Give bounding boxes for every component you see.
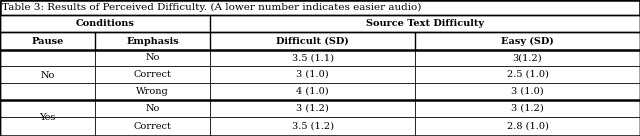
Text: Source Text Difficulty: Source Text Difficulty <box>366 19 484 28</box>
Text: 4 (1.0): 4 (1.0) <box>296 87 329 96</box>
Text: 3 (1.2): 3 (1.2) <box>511 104 544 113</box>
Text: 2.5 (1.0): 2.5 (1.0) <box>507 70 548 79</box>
Text: 3.5 (1.2): 3.5 (1.2) <box>291 122 333 131</box>
Text: 3.5 (1.1): 3.5 (1.1) <box>291 53 333 63</box>
Text: 3(1.2): 3(1.2) <box>513 53 542 63</box>
Text: Wrong: Wrong <box>136 87 169 96</box>
Text: No: No <box>145 53 160 63</box>
Text: 3 (1.0): 3 (1.0) <box>511 87 544 96</box>
Text: 3 (1.2): 3 (1.2) <box>296 104 329 113</box>
Text: Correct: Correct <box>134 122 172 131</box>
Text: Difficult (SD): Difficult (SD) <box>276 36 349 46</box>
Text: Pause: Pause <box>31 36 64 46</box>
Text: No: No <box>145 104 160 113</box>
Text: 3 (1.0): 3 (1.0) <box>296 70 329 79</box>
Text: Yes: Yes <box>39 114 56 123</box>
Text: Correct: Correct <box>134 70 172 79</box>
Text: No: No <box>40 70 54 80</box>
Text: Table 3: Results of Perceived Difficulty. (A lower number indicates easier audio: Table 3: Results of Perceived Difficulty… <box>2 3 421 12</box>
Text: Emphasis: Emphasis <box>126 36 179 46</box>
Text: Conditions: Conditions <box>76 19 134 28</box>
Text: Easy (SD): Easy (SD) <box>501 36 554 46</box>
Text: 2.8 (1.0): 2.8 (1.0) <box>507 122 548 131</box>
